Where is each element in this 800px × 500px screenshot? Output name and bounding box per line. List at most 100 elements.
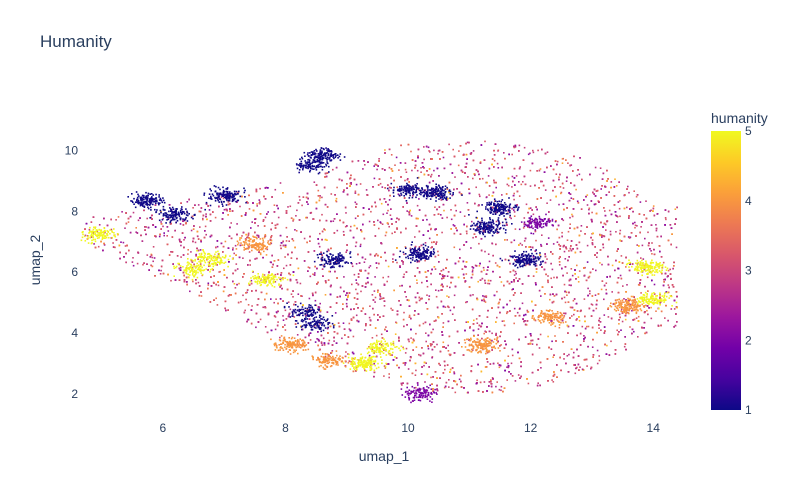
scatter-point [567,230,570,233]
scatter-point [588,275,591,278]
scatter-point [594,294,597,296]
scatter-point [202,218,204,221]
scatter-point [256,203,258,205]
scatter-point [569,216,571,219]
scatter-point [322,337,325,340]
scatter-point [653,299,656,301]
scatter-point [285,264,288,267]
scatter-point [373,362,375,365]
scatter-point [513,280,515,283]
scatter-point [497,149,500,152]
scatter-point [444,364,446,367]
scatter-point [451,194,453,197]
scatter-point [650,250,652,252]
scatter-point [386,280,388,283]
scatter-point [234,287,237,289]
scatter-point [330,193,333,195]
scatter-point [332,220,335,222]
scatter-point [598,355,600,357]
scatter-point [373,313,375,316]
scatter-point [605,282,608,284]
scatter-point [285,318,288,320]
scatter-point [146,254,149,256]
scatter-point [368,220,371,223]
scatter-point [402,346,404,349]
scatter-point [385,343,388,345]
scatter-point [539,168,542,170]
scatter-point [180,256,182,258]
scatter-point [358,359,360,361]
scatter-point [595,269,597,272]
scatter-point [547,275,549,277]
scatter-point [640,257,642,259]
scatter-point [444,306,447,308]
scatter-point [550,348,553,350]
scatter-point [558,264,561,266]
scatter-point [562,187,565,189]
scatter-point [255,190,258,193]
scatter-point [307,266,310,268]
scatter-point [566,294,568,296]
scatter-point [207,284,210,286]
scatter-point [381,186,384,188]
scatter-point [481,177,484,180]
scatter-point [516,311,519,314]
scatter-point [284,329,287,331]
scatter-point [137,219,140,222]
scatter-point [248,208,251,210]
scatter-point [576,174,578,177]
scatter-point [418,299,421,302]
scatter-point [448,306,450,309]
scatter-point [319,302,321,305]
scatter-point [238,282,240,285]
scatter-point [482,266,485,269]
scatter-point [588,208,590,211]
scatter-point [564,266,567,268]
scatter-point [602,172,605,175]
scatter-point [404,168,407,171]
scatter-point [314,272,316,274]
scatter-point [456,188,458,190]
scatter-point [438,261,440,263]
scatter-point [518,181,520,183]
scatter-point [299,282,302,285]
scatter-point [345,251,347,253]
scatter-point [246,291,248,294]
scatter-point [538,347,541,349]
scatter-point [386,212,388,214]
scatter-point [163,234,165,237]
scatter-point [624,318,627,321]
scatter-point [549,199,552,201]
scatter-point [522,227,525,229]
scatter-point [409,247,412,250]
scatter-point [392,258,394,260]
scatter-point [201,274,204,277]
scatter-point [552,243,555,245]
scatter-point [426,294,428,296]
scatter-point [644,237,646,240]
scatter-point [439,364,441,366]
scatter-point [474,264,477,267]
scatter-point [637,315,640,318]
scatter-point [292,296,294,298]
scatter-point [421,281,423,284]
scatter-point [580,208,583,210]
scatter-point [580,225,583,227]
scatter-point [379,221,382,223]
scatter-point [207,282,210,285]
scatter-point [472,150,475,152]
scatter-point [547,237,550,239]
scatter-point [333,340,335,342]
scatter-point [275,298,277,300]
scatter-point [511,186,513,188]
scatter-point [670,308,673,310]
scatter-point [151,265,154,268]
scatter-point [520,183,523,186]
scatter-point [217,284,220,287]
scatter-point [273,301,275,304]
scatter-point [472,236,474,239]
scatter-point [273,211,276,213]
scatter-point [463,215,466,217]
scatter-point [616,329,618,332]
scatter-point [619,274,622,277]
